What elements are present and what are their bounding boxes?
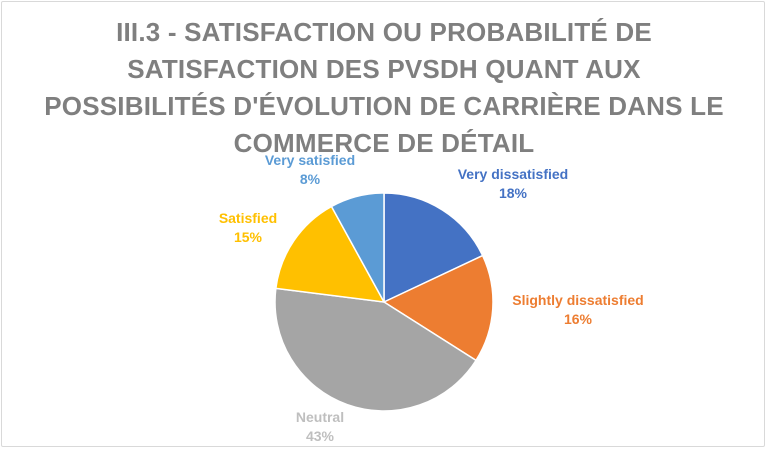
label-satisfied-name: Satisfied [218,210,278,226]
pie-slice-neutral [274,287,478,412]
chart-title-line-4: COMMERCE DE DÉTAIL [233,128,535,158]
label-neutral-name: Neutral [295,409,345,425]
pie-slice-very-satisfied [330,192,385,303]
chart-title-line-1: III.3 - SATISFACTION OU PROBABILITÉ DE [116,17,652,47]
label-very-satisfied: Very satisfied 8% [250,151,370,189]
pie-slices [274,192,494,412]
label-slightly-dissatisfied-value: 16% [563,311,593,327]
label-slightly-dissatisfied-name: Slightly dissatisfied [512,292,644,308]
label-satisfied: Satisfied 15% [198,209,298,247]
label-very-dissatisfied-name: Very dissatisfied [457,166,569,182]
chart-title-line-3: POSSIBILITÉS D'ÉVOLUTION DE CARRIÈRE DAN… [44,91,724,121]
label-neutral: Neutral 43% [270,408,370,446]
label-very-dissatisfied-value: 18% [498,185,528,201]
label-very-dissatisfied: Very dissatisfied 18% [438,165,588,203]
label-satisfied-value: 15% [233,229,263,245]
chart-title-line-2: SATISFACTION DES PVSDH QUANT AUX [127,54,641,84]
label-slightly-dissatisfied: Slightly dissatisfied 16% [498,291,658,329]
pie-slice-very-dissatisfied [383,192,484,304]
pie-slice-satisfied [275,205,386,303]
pie-slice-slightly-dissatisfied [382,254,494,362]
label-very-satisfied-name: Very satisfied [264,152,356,168]
chart-title: III.3 - SATISFACTION OU PROBABILITÉ DE S… [40,14,728,162]
label-very-satisfied-value: 8% [299,171,321,187]
label-neutral-value: 43% [305,428,335,444]
